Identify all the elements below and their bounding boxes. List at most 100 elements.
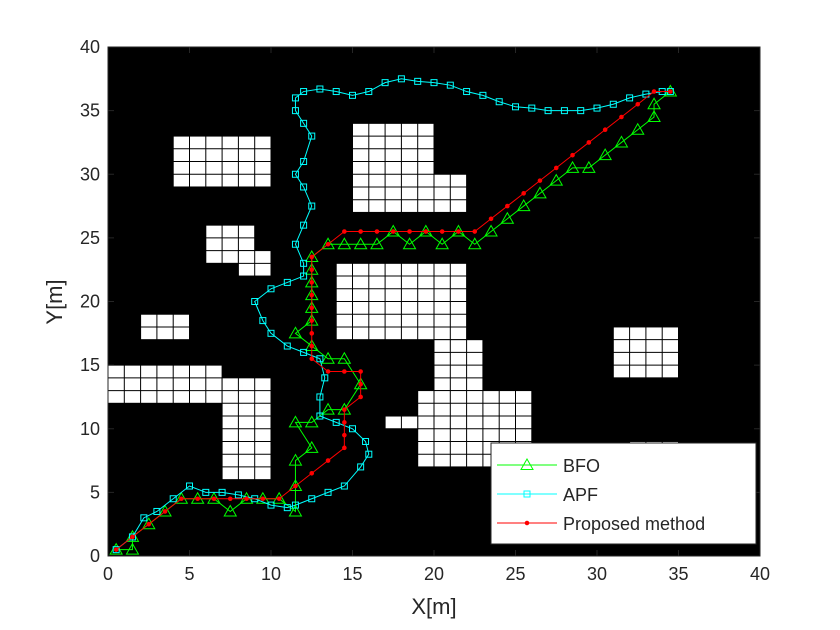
marker	[300, 88, 308, 96]
marker	[446, 81, 454, 89]
x-tick-label: 15	[342, 564, 362, 584]
marker	[321, 374, 329, 382]
marker	[602, 127, 608, 133]
marker	[365, 88, 373, 96]
y-tick-label: 40	[80, 37, 100, 57]
marker	[528, 104, 536, 112]
marker	[533, 186, 547, 199]
marker	[321, 351, 335, 364]
marker	[647, 97, 661, 110]
marker	[211, 496, 217, 502]
marker	[635, 101, 641, 107]
marker	[141, 517, 156, 530]
marker	[291, 107, 299, 115]
marker	[207, 491, 221, 504]
marker	[570, 152, 575, 158]
marker	[316, 412, 324, 420]
marker	[309, 254, 315, 260]
marker	[651, 89, 657, 94]
marker	[467, 237, 482, 250]
marker	[484, 224, 498, 237]
marker	[300, 119, 308, 127]
marker	[190, 491, 205, 504]
marker	[581, 160, 596, 173]
marker	[365, 450, 373, 458]
marker	[300, 183, 308, 191]
marker	[276, 496, 282, 502]
marker	[288, 453, 303, 466]
marker	[316, 355, 324, 363]
marker	[125, 542, 140, 555]
marker	[342, 229, 347, 234]
marker	[288, 504, 303, 517]
marker	[283, 278, 291, 286]
marker	[586, 140, 592, 145]
marker	[647, 109, 661, 122]
marker	[357, 463, 365, 471]
marker	[304, 440, 319, 453]
marker	[374, 229, 380, 234]
marker	[316, 393, 324, 401]
marker	[283, 342, 291, 350]
x-tick-label: 35	[668, 564, 688, 584]
marker	[309, 356, 315, 362]
marker	[174, 491, 189, 504]
x-tick-label: 0	[103, 564, 113, 584]
x-tick-label: 5	[184, 564, 194, 584]
x-tick-label: 10	[261, 564, 281, 584]
legend-marker	[523, 490, 531, 498]
marker	[619, 114, 624, 120]
marker	[153, 507, 161, 515]
marker	[227, 496, 233, 502]
marker	[521, 191, 526, 196]
marker	[500, 211, 515, 224]
series-line	[115, 91, 671, 551]
marker	[140, 514, 148, 522]
obstacle-grid	[434, 174, 467, 213]
marker	[414, 77, 422, 85]
marker	[291, 170, 299, 178]
marker	[549, 173, 564, 186]
marker	[255, 491, 270, 504]
marker	[288, 479, 303, 492]
obstacle-grid	[238, 250, 271, 277]
marker	[337, 237, 352, 250]
marker	[472, 229, 478, 234]
marker	[244, 496, 249, 502]
marker	[342, 369, 347, 374]
marker	[309, 343, 315, 349]
marker	[223, 504, 238, 517]
marker	[309, 331, 315, 336]
marker	[309, 470, 315, 476]
marker	[630, 122, 645, 135]
marker	[309, 292, 315, 298]
marker	[626, 94, 634, 102]
marker	[267, 329, 275, 337]
marker	[321, 402, 335, 415]
marker	[325, 241, 331, 247]
marker	[308, 495, 316, 503]
marker	[358, 381, 363, 387]
marker	[332, 418, 340, 426]
marker	[512, 103, 519, 111]
y-tick-label: 25	[80, 228, 100, 248]
marker	[614, 135, 629, 148]
marker	[358, 369, 363, 374]
marker	[332, 88, 340, 96]
marker	[668, 89, 673, 94]
marker	[495, 98, 503, 106]
marker	[267, 501, 275, 509]
obstacle-grid	[613, 326, 679, 378]
marker	[488, 216, 494, 222]
marker	[300, 259, 308, 267]
legend-label: APF	[563, 485, 598, 505]
marker	[342, 445, 347, 451]
marker	[308, 202, 316, 210]
marker	[162, 509, 168, 514]
marker	[342, 432, 347, 438]
marker	[113, 547, 119, 552]
marker	[128, 533, 136, 541]
marker	[112, 546, 120, 554]
marker	[362, 437, 370, 445]
